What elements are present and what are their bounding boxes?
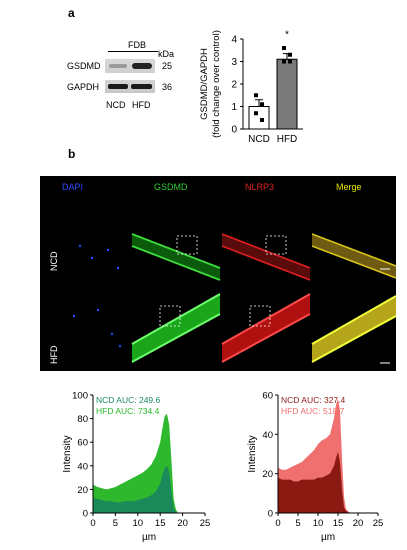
y-tick-label: 60	[77, 438, 88, 449]
legend-entry-1: HFD AUC: 518.7	[281, 406, 345, 416]
y-tick-label: 40	[262, 430, 273, 441]
protein-label-gsdmd: GSDMD	[67, 61, 101, 71]
image-ncd-nlrp3	[221, 233, 311, 281]
significance-asterisk: *	[285, 30, 289, 41]
x-tick-label: 25	[373, 518, 384, 529]
y-tick-label: 0	[83, 509, 88, 520]
blot-header-line	[108, 51, 158, 52]
data-point	[260, 118, 264, 122]
band-gsdmd-ncd	[109, 64, 127, 68]
bar-hfd	[276, 58, 298, 130]
bar-chart-gsdmd: 0 1 2 3 4 NCD HFD * GSDMD/GAPDH (fold change over…	[199, 30, 303, 145]
image-ncd-gsdmd	[131, 233, 221, 281]
microscopy-images	[72, 233, 396, 364]
y-tick-label: 80	[77, 414, 88, 425]
x-axis-label: µm	[142, 532, 156, 543]
western-blot: FDB kDa GSDMD 25 GAPDH 36 NCD HFD	[0, 0, 200, 120]
x-tick-label: HFD	[277, 134, 298, 145]
area-series-1	[93, 413, 179, 513]
x-tick-label: 20	[177, 518, 188, 529]
x-tick-label: 10	[133, 518, 144, 529]
band-gapdh-ncd	[108, 84, 128, 89]
legend-entry-0: NCD AUC: 327.4	[281, 395, 346, 405]
y-tick-label: 4	[231, 35, 237, 46]
band-gsdmd-hfd	[132, 63, 152, 69]
y-tick-label: 1	[231, 102, 237, 113]
protein-label-gapdh: GAPDH	[67, 82, 100, 92]
image-hfd-gsdmd	[131, 293, 221, 363]
data-point	[288, 52, 292, 57]
image-hfd-merge	[311, 295, 396, 364]
x-axis-label: µm	[321, 532, 335, 543]
microscopy-panel: DAPI GSDMD NLRP3 Merge NCD HFD	[40, 176, 396, 371]
x-tick-label: 5	[113, 518, 118, 529]
image-hfd-dapi	[72, 308, 122, 348]
y-axis-label: Intensity	[62, 435, 73, 472]
y-tick-label: 0	[268, 509, 273, 520]
y-tick-label: 2	[231, 80, 237, 91]
y-axis-label: GSDMD/GAPDH	[199, 48, 210, 120]
data-point	[254, 93, 258, 98]
bar-ncd	[248, 106, 270, 130]
column-label-nlrp3: NLRP3	[245, 182, 275, 192]
kda-gapdh: 36	[162, 82, 173, 92]
y-tick-label: 60	[262, 391, 273, 402]
area-series-0	[278, 452, 350, 513]
x-tick-label: NCD	[248, 134, 270, 145]
column-label-gsdmd: GSDMD	[154, 182, 188, 192]
x-tick-label: 5	[295, 518, 300, 529]
y-axis-label: Intensity	[247, 435, 258, 472]
y-tick-label: 40	[77, 461, 88, 472]
area-series-0	[93, 465, 179, 513]
x-tick-label: 0	[275, 518, 280, 529]
y-tick-label: 20	[262, 469, 273, 480]
column-label-dapi: DAPI	[62, 182, 84, 192]
kda-label: kDa	[158, 49, 175, 59]
blot-header: FDB	[128, 40, 146, 50]
y-axis-label-2: (fold change over control)	[211, 30, 222, 138]
panel-letter-a: a	[68, 6, 75, 20]
data-point	[282, 46, 286, 50]
blot-strip-gapdh	[105, 80, 155, 93]
image-ncd-merge	[311, 233, 396, 279]
lane-label-ncd: NCD	[106, 100, 126, 110]
x-tick-label: 15	[155, 518, 166, 529]
x-tick-label: 20	[353, 518, 364, 529]
x-tick-label: 25	[200, 518, 211, 529]
panel-letter-b: b	[68, 147, 76, 161]
legend-entry-0: NCD AUC: 249.6	[96, 395, 161, 405]
lane-label-hfd: HFD	[132, 100, 151, 110]
blot-strip-gsdmd	[105, 59, 155, 73]
image-ncd-dapi	[78, 244, 120, 270]
x-tick-label: 0	[90, 518, 95, 529]
legend-entry-1: HFD AUC: 734.4	[96, 406, 160, 416]
data-point	[254, 111, 258, 116]
data-point	[282, 59, 286, 64]
band-gapdh-hfd	[131, 84, 152, 89]
data-point	[288, 59, 292, 64]
y-tick-label: 3	[231, 57, 237, 68]
data-point	[260, 102, 264, 107]
x-tick-label: 15	[333, 518, 344, 529]
y-tick-label: 100	[72, 391, 88, 402]
y-tick-label: 20	[77, 485, 88, 496]
image-hfd-nlrp3	[221, 293, 311, 363]
kda-gsdmd: 25	[162, 61, 173, 71]
x-tick-label: 10	[313, 518, 324, 529]
column-label-merge: Merge	[336, 182, 362, 192]
y-tick-label: 0	[231, 125, 237, 136]
